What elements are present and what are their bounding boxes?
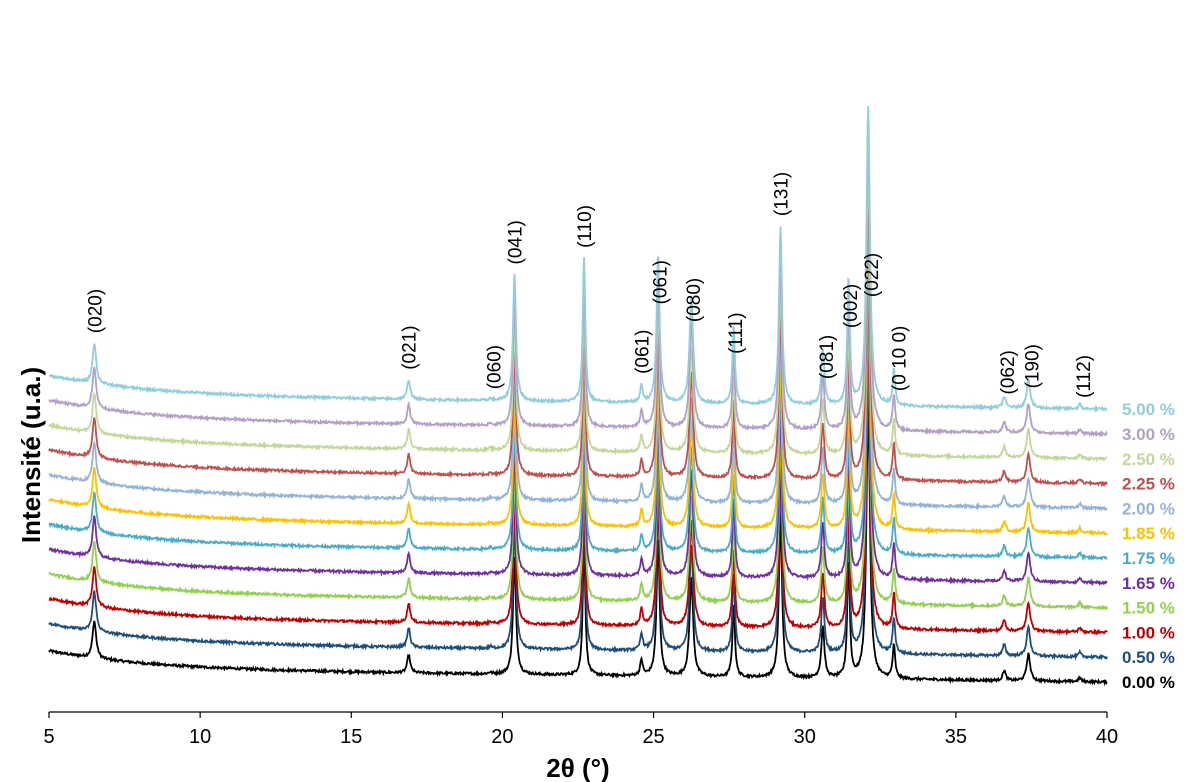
- peak-label: (021): [400, 325, 421, 369]
- legend-label: 0.00 %: [1122, 673, 1175, 692]
- legend-label: 1.65 %: [1122, 574, 1175, 593]
- series-curves: [48, 105, 1108, 687]
- series-curve: [48, 156, 1108, 463]
- legend-label: 2.00 %: [1122, 499, 1175, 518]
- series-curve: [48, 304, 1108, 611]
- series-curve: [48, 231, 1108, 537]
- peak-label: (110): [575, 205, 596, 248]
- peak-label: (081): [817, 335, 838, 379]
- series-curve: [48, 402, 1108, 687]
- peak-label: (041): [506, 220, 527, 264]
- x-tick-label: 30: [794, 726, 816, 748]
- peak-label: (061): [651, 260, 672, 304]
- peak-label: (062): [998, 350, 1019, 394]
- legend-label: 1.85 %: [1122, 524, 1175, 543]
- x-tick-label: 15: [340, 726, 362, 748]
- series-curve: [48, 180, 1108, 488]
- series-curve: [48, 255, 1108, 562]
- legend: 0.00 % 0.50 % 1.00 % 1.50 % 1.65 % 1.75 % 1.85…: [1122, 400, 1175, 692]
- peak-label: (112): [1074, 355, 1095, 398]
- series-curve: [48, 206, 1108, 512]
- peak-label: (0 10 0): [889, 326, 910, 391]
- x-tick-label: 5: [43, 726, 54, 748]
- peak-label: (002): [841, 284, 862, 328]
- peak-label: (020): [85, 289, 106, 333]
- legend-label: 5.00 %: [1122, 400, 1175, 419]
- x-tick-label: 40: [1096, 726, 1118, 748]
- x-tick-label: 25: [642, 726, 664, 748]
- y-axis-title: Intensité (u.a.): [16, 367, 46, 543]
- x-axis-title: 2θ (°): [546, 753, 609, 782]
- peak-label: (060): [484, 345, 505, 389]
- peak-label: (061): [633, 330, 654, 374]
- series-curve: [48, 280, 1108, 587]
- x-tick-label: 10: [189, 726, 211, 748]
- series-curve: [48, 132, 1108, 438]
- peak-label: (131): [772, 172, 793, 216]
- peak-labels: (020) (021) (060) (041) (110) (061) (061) (080)…: [85, 172, 1095, 398]
- legend-label: 2.25 %: [1122, 475, 1175, 494]
- peak-label: (190): [1022, 344, 1043, 388]
- peak-label: (080): [684, 278, 705, 322]
- legend-label: 0.50 %: [1122, 648, 1175, 667]
- legend-label: 1.00 %: [1122, 623, 1175, 642]
- legend-label: 1.75 %: [1122, 549, 1175, 568]
- series-curve: [48, 355, 1108, 661]
- legend-label: 2.50 %: [1122, 450, 1175, 469]
- series-curve: [48, 105, 1108, 413]
- x-tick-label: 20: [491, 726, 513, 748]
- x-tick-label: 35: [945, 726, 967, 748]
- peak-label: (022): [862, 253, 883, 297]
- peak-label: (111): [726, 312, 747, 354]
- legend-label: 3.00 %: [1122, 425, 1175, 444]
- series-curve: [48, 329, 1108, 637]
- legend-label: 1.50 %: [1122, 599, 1175, 618]
- x-ticks: 5 10 15 20 25 30 35 40: [43, 712, 1118, 748]
